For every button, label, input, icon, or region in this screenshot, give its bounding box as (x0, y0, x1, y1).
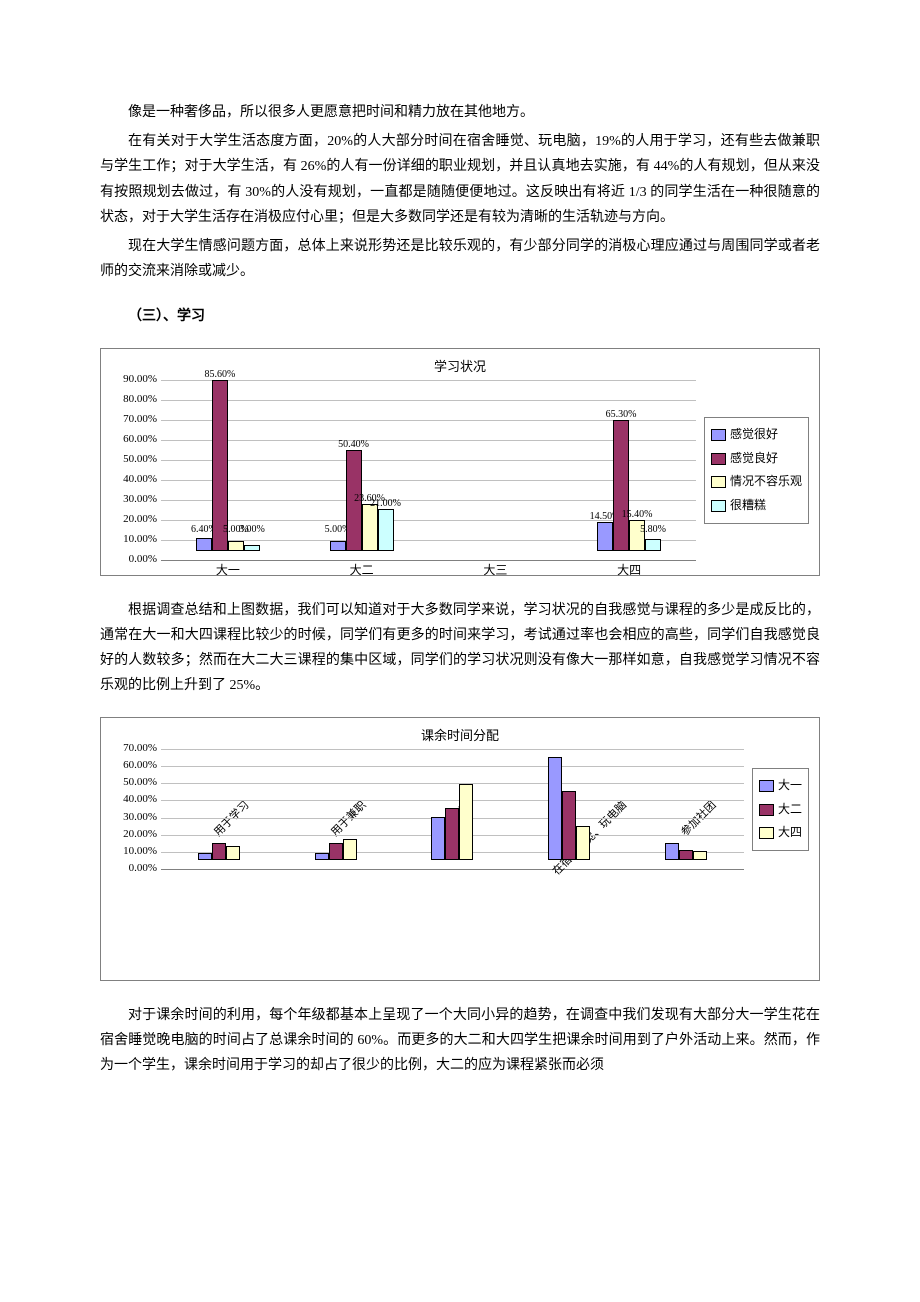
bar (645, 539, 661, 551)
legend-label: 大二 (778, 799, 802, 821)
bar (548, 757, 562, 860)
bar (212, 843, 226, 860)
chart-study-status: 学习状况 0.00%10.00%20.00%30.00%40.00%50.00%… (100, 348, 820, 576)
paragraph-5: 对于课余时间的利用，每个年级都基本上呈现了一个大同小异的趋势，在调查中我们发现有… (100, 1003, 820, 1079)
bar (244, 545, 260, 551)
bar (378, 509, 394, 551)
bar (198, 853, 212, 860)
bar (330, 541, 346, 551)
bar (445, 808, 459, 859)
ytick: 0.00% (103, 859, 157, 879)
legend-label: 大四 (778, 822, 802, 844)
ytick: 60.00% (103, 756, 157, 776)
legend-label: 感觉良好 (730, 448, 778, 470)
bar (228, 541, 244, 551)
ytick: 70.00% (103, 739, 157, 759)
bar-label: 21.00% (370, 495, 401, 513)
xtick: 大一 (216, 560, 240, 582)
bar (431, 817, 445, 860)
legend-label: 感觉很好 (730, 424, 778, 446)
ytick: 70.00% (103, 410, 157, 430)
chart1-plot: 0.00%10.00%20.00%30.00%40.00%50.00%60.00… (161, 380, 696, 561)
chart2-plot: 0.00%10.00%20.00%30.00%40.00%50.00%60.00… (161, 749, 744, 870)
bar (597, 522, 613, 551)
legend-item: 很糟糕 (711, 495, 802, 517)
ytick: 50.00% (103, 450, 157, 470)
ytick: 90.00% (103, 370, 157, 390)
ytick: 30.00% (103, 490, 157, 510)
xtick: 大二 (350, 560, 374, 582)
bar (329, 843, 343, 860)
paragraph-3: 现在大学生情感问题方面，总体上来说形势还是比较乐观的，有少部分同学的消极心理应通… (100, 234, 820, 284)
bar (459, 784, 473, 859)
bar (226, 846, 240, 860)
legend-item: 大一 (759, 775, 802, 797)
ytick: 80.00% (103, 390, 157, 410)
bar (343, 839, 357, 860)
chart2-title: 课余时间分配 (101, 718, 819, 749)
bar (315, 853, 329, 860)
bar (196, 538, 212, 551)
xtick: 大四 (617, 560, 641, 582)
bar (613, 420, 629, 551)
chart2-yaxis: 0.00%10.00%20.00%30.00%40.00%50.00%60.00… (103, 749, 157, 869)
xtick: 大三 (483, 560, 507, 582)
ytick: 50.00% (103, 773, 157, 793)
legend-label: 大一 (778, 775, 802, 797)
bar (562, 791, 576, 860)
ytick: 20.00% (103, 510, 157, 530)
ytick: 40.00% (103, 470, 157, 490)
bar-label: 50.40% (338, 436, 369, 454)
legend-item: 大四 (759, 822, 802, 844)
bar (576, 826, 590, 860)
chart1-legend: 感觉很好感觉良好情况不容乐观很糟糕 (704, 417, 809, 523)
ytick: 0.00% (103, 550, 157, 570)
chart1-yaxis: 0.00%10.00%20.00%30.00%40.00%50.00%60.00… (103, 380, 157, 560)
legend-item: 大二 (759, 799, 802, 821)
legend-swatch (759, 827, 774, 839)
chart-spare-time: 课余时间分配 0.00%10.00%20.00%30.00%40.00%50.0… (100, 717, 820, 981)
bar (693, 851, 707, 860)
bar-label: 85.60% (204, 366, 235, 384)
paragraph-2: 在有关对于大学生活态度方面，20%的人大部分时间在宿舍睡觉、玩电脑，19%的人用… (100, 129, 820, 230)
section-heading-3: （三）、学习 (100, 304, 820, 329)
legend-swatch (711, 476, 726, 488)
ytick: 30.00% (103, 808, 157, 828)
legend-item: 感觉良好 (711, 448, 802, 470)
legend-swatch (759, 780, 774, 792)
ytick: 60.00% (103, 430, 157, 450)
ytick: 10.00% (103, 530, 157, 550)
chart1-xaxis: 大一 大二 大三 大四 (161, 560, 696, 582)
paragraph-4: 根据调查总结和上图数据，我们可以知道对于大多数同学来说，学习状况的自我感觉与课程… (100, 598, 820, 699)
bar-label: 5.80% (640, 521, 666, 539)
legend-item: 感觉很好 (711, 424, 802, 446)
ytick: 20.00% (103, 825, 157, 845)
chart2-legend: 大一大二大四 (752, 768, 809, 851)
ytick: 40.00% (103, 791, 157, 811)
ytick: 10.00% (103, 842, 157, 862)
bar-label: 65.30% (606, 406, 637, 424)
legend-swatch (711, 500, 726, 512)
bar-label: 3.00% (239, 521, 265, 539)
legend-item: 情况不容乐观 (711, 471, 802, 493)
legend-swatch (711, 453, 726, 465)
paragraph-1: 像是一种奢侈品，所以很多人更愿意把时间和精力放在其他地方。 (100, 100, 820, 125)
bar (679, 850, 693, 860)
bar (665, 843, 679, 860)
legend-swatch (711, 429, 726, 441)
legend-swatch (759, 804, 774, 816)
legend-label: 很糟糕 (730, 495, 766, 517)
legend-label: 情况不容乐观 (730, 471, 802, 493)
